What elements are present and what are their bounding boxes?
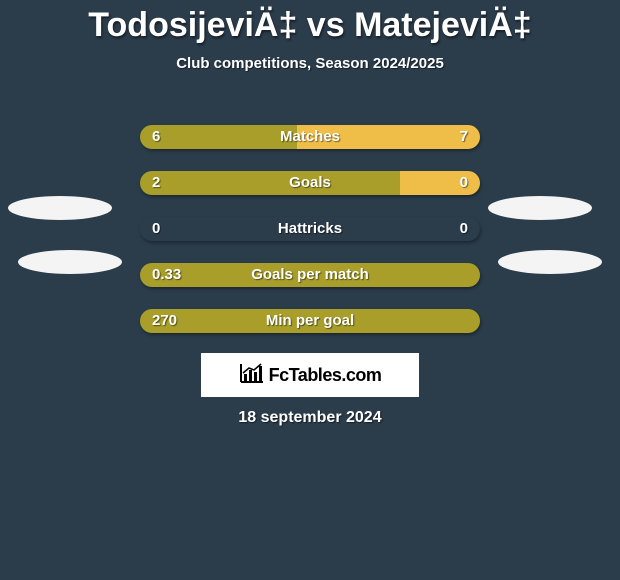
brand-text: FcTables.com bbox=[269, 365, 382, 386]
player-photo-left-0 bbox=[8, 196, 112, 220]
stat-row-goals: 20Goals bbox=[140, 171, 480, 195]
stat-label: Hattricks bbox=[140, 217, 480, 241]
page-title: TodosijeviÄ‡ vs MatejeviÄ‡ bbox=[0, 0, 620, 45]
stat-row-goals-per-match: 0.33Goals per match bbox=[140, 263, 480, 287]
stat-row-hattricks: 00Hattricks bbox=[140, 217, 480, 241]
stat-label: Matches bbox=[140, 125, 480, 149]
stats-area: 67Matches 20Goals 00Hattricks 0.33Goals per… bbox=[140, 125, 480, 355]
stat-label: Goals bbox=[140, 171, 480, 195]
stat-row-min-per-goal: 270Min per goal bbox=[140, 309, 480, 333]
player-photo-right-0 bbox=[488, 196, 592, 220]
subtitle: Club competitions, Season 2024/2025 bbox=[0, 55, 620, 72]
brand-chart-icon bbox=[239, 362, 265, 389]
brand-inner: FcTables.com bbox=[239, 362, 382, 389]
player-photo-right-1 bbox=[498, 250, 602, 274]
date-label: 18 september 2024 bbox=[0, 409, 620, 427]
brand-box: FcTables.com bbox=[201, 353, 419, 397]
canvas: TodosijeviÄ‡ vs MatejeviÄ‡ Club competit… bbox=[0, 0, 620, 580]
stat-row-matches: 67Matches bbox=[140, 125, 480, 149]
stat-label: Goals per match bbox=[140, 263, 480, 287]
player-photo-left-1 bbox=[18, 250, 122, 274]
stat-label: Min per goal bbox=[140, 309, 480, 333]
